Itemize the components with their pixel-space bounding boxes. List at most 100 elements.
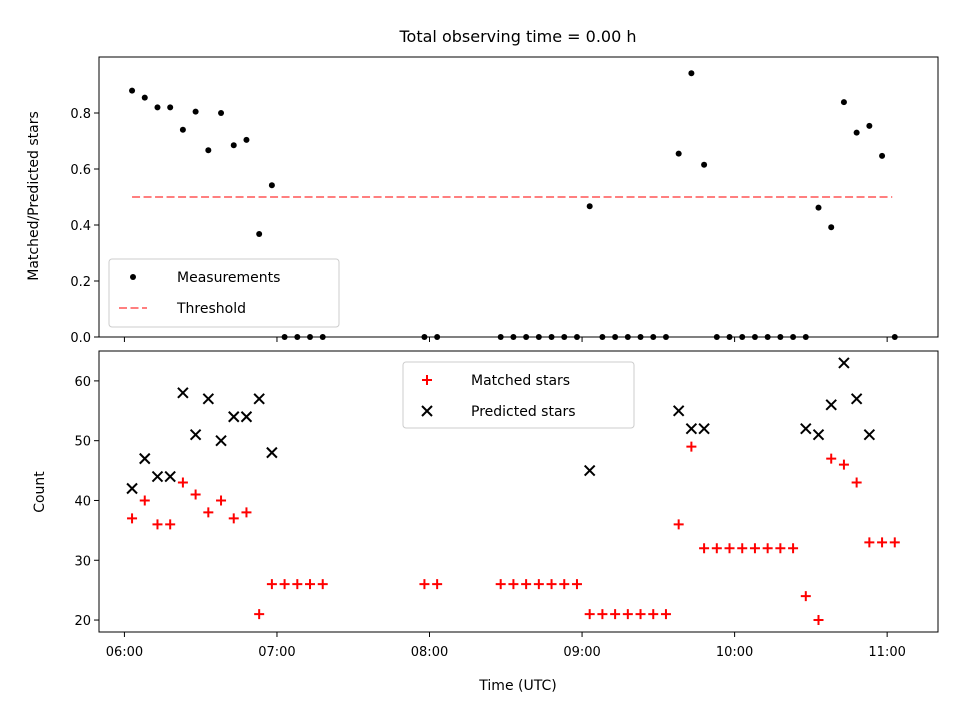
- legend-label: Predicted stars: [471, 404, 576, 420]
- data-point: [648, 609, 659, 620]
- data-point: [788, 543, 799, 554]
- data-point: [495, 579, 506, 590]
- data-point: [622, 609, 633, 620]
- legend-label: Matched stars: [471, 373, 570, 389]
- data-point: [559, 579, 570, 590]
- data-point: [840, 99, 847, 106]
- y-tick-label: 0.2: [70, 275, 91, 290]
- data-point: [190, 489, 201, 500]
- legend-label: Measurements: [177, 270, 280, 286]
- data-point: [268, 182, 275, 189]
- data-point: [660, 609, 671, 620]
- data-point: [863, 428, 876, 441]
- y-tick-label: 0.4: [70, 219, 91, 234]
- data-point: [241, 507, 252, 518]
- data-point: [889, 537, 900, 548]
- bottom-y-axis-label: Count: [32, 471, 48, 513]
- data-point: [724, 543, 735, 554]
- data-point: [129, 87, 136, 94]
- data-point: [215, 434, 227, 447]
- data-point: [838, 357, 850, 369]
- data-point: [305, 579, 316, 590]
- y-tick-label: 0.0: [70, 331, 91, 346]
- data-point: [815, 204, 822, 211]
- data-point: [432, 579, 443, 590]
- data-point: [672, 405, 685, 417]
- data-point: [521, 579, 532, 590]
- data-point: [685, 423, 698, 435]
- data-point: [699, 543, 710, 554]
- data-point: [879, 152, 886, 159]
- legend: Measurements Threshold: [108, 258, 340, 328]
- data-point: [205, 147, 212, 154]
- data-point: [177, 477, 188, 488]
- data-point: [203, 507, 214, 518]
- legend-label: Threshold: [176, 301, 246, 317]
- data-point: [164, 470, 176, 483]
- data-point: [216, 495, 227, 506]
- x-tick-label: 11:00: [868, 645, 905, 660]
- x-tick-label: 09:00: [563, 645, 600, 660]
- x-axis-label: Time (UTC): [478, 678, 556, 694]
- data-point: [279, 579, 290, 590]
- data-point: [292, 579, 303, 590]
- data-point: [571, 579, 582, 590]
- data-point: [826, 453, 837, 464]
- data-point: [165, 519, 176, 530]
- data-point: [154, 104, 161, 111]
- y-tick-label: 0.6: [70, 163, 91, 178]
- data-point: [218, 110, 225, 116]
- legend-handle: [422, 375, 432, 385]
- data-point: [139, 495, 150, 506]
- axes-frame: [98, 350, 939, 633]
- axes-frame: [98, 56, 939, 338]
- y-tick-label: 50: [74, 435, 91, 450]
- data-point: [256, 230, 263, 237]
- data-point: [419, 579, 430, 590]
- data-point: [228, 513, 239, 524]
- top-panel: 0.0 0.2 0.4 0.6 0.8 Measurements Threshold: [70, 56, 939, 346]
- legend: Matched stars Predicted stars: [402, 361, 635, 429]
- data-point: [139, 452, 151, 465]
- data-point: [179, 126, 186, 133]
- x-tick-label: 08:00: [411, 645, 448, 660]
- top-y-axis-label: Matched/Predicted stars: [26, 111, 42, 281]
- data-point: [584, 609, 595, 620]
- data-point: [800, 591, 811, 602]
- legend-box: [108, 258, 340, 328]
- data-point: [635, 609, 646, 620]
- data-point: [597, 609, 608, 620]
- data-point: [266, 446, 278, 459]
- data-point: [825, 399, 837, 411]
- data-point: [762, 543, 773, 554]
- data-point: [508, 579, 519, 590]
- data-point: [864, 537, 875, 548]
- chart-title: Total observing time = 0.00 h: [398, 27, 636, 46]
- data-point: [877, 537, 888, 548]
- data-point: [253, 393, 265, 405]
- data-point: [167, 104, 174, 111]
- data-point: [851, 477, 862, 488]
- data-point: [828, 224, 835, 231]
- legend-handle: [130, 274, 136, 280]
- y-tick-label: 20: [74, 614, 91, 629]
- y-tick-label: 0.8: [70, 107, 91, 122]
- series-predicted-stars: [126, 357, 876, 495]
- data-point: [586, 203, 593, 210]
- data-point: [192, 108, 199, 115]
- data-point: [317, 579, 328, 590]
- y-tick-label: 60: [74, 375, 91, 390]
- data-point: [240, 411, 253, 423]
- data-point: [266, 579, 277, 590]
- data-point: [152, 519, 163, 530]
- data-point: [698, 423, 710, 435]
- data-point: [838, 459, 849, 470]
- data-point: [673, 519, 684, 530]
- data-point: [583, 464, 596, 477]
- y-tick-label: 30: [74, 554, 91, 569]
- data-point: [202, 393, 215, 405]
- data-point: [610, 609, 621, 620]
- data-point: [737, 543, 748, 554]
